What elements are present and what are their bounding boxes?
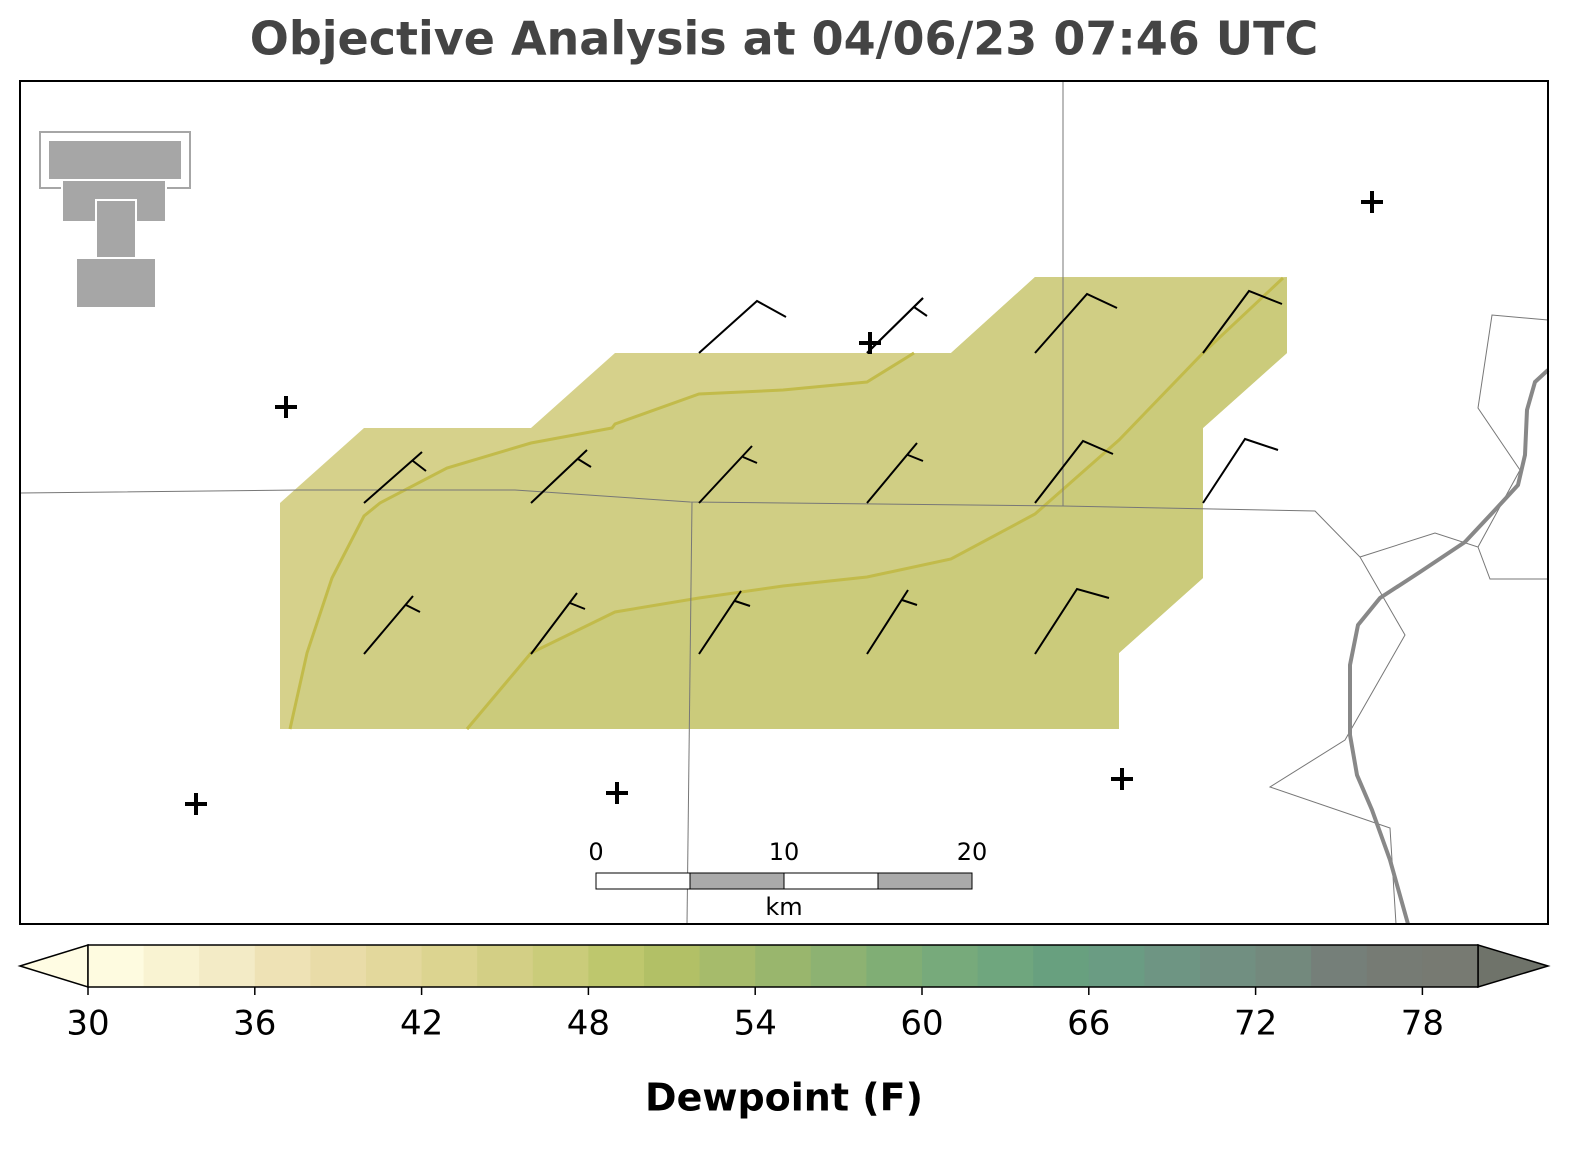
contour-line — [465, 276, 1285, 730]
colorbar-bin — [477, 945, 534, 987]
station — [606, 782, 628, 804]
logo-part — [47, 139, 183, 181]
scale-bar: 0 10 20 km — [588, 838, 987, 921]
colorbar-bin — [143, 945, 200, 987]
wind-barb — [363, 451, 427, 504]
scale-unit: km — [765, 893, 802, 921]
wind-barb — [1034, 587, 1110, 655]
colorbar-bin — [88, 945, 145, 987]
borders — [19, 81, 1549, 925]
station — [1111, 768, 1133, 790]
colorbar-bin — [1422, 945, 1479, 987]
colorbar-bin — [1144, 945, 1201, 987]
river — [1348, 368, 1550, 925]
colorbar-bin — [699, 945, 756, 987]
colorbar-bin — [421, 945, 478, 987]
wind-barb — [1202, 437, 1279, 504]
scale-tick-label: 20 — [957, 838, 988, 866]
wind-barb — [698, 445, 758, 504]
station — [1361, 191, 1383, 213]
wind-barb — [1202, 289, 1283, 354]
dewpoint-fill — [467, 277, 1287, 729]
border — [686, 501, 693, 925]
map-frame — [19, 80, 1549, 925]
colorbar: 30 36 42 48 54 60 66 72 78 — [17, 943, 1551, 1044]
station — [859, 332, 881, 354]
logo — [39, 131, 191, 309]
colorbar-bin — [1366, 945, 1423, 987]
stations — [185, 191, 1383, 815]
colorbar-extend-low — [17, 943, 89, 989]
colorbar-bin — [1311, 945, 1368, 987]
colorbar-tick-label: 36 — [233, 1004, 276, 1044]
station — [185, 793, 207, 815]
wind-barb — [698, 299, 787, 354]
colorbar-bin — [310, 945, 367, 987]
scale-segment — [877, 872, 973, 890]
wind-barb — [698, 590, 751, 655]
colorbar-frame — [87, 944, 1479, 988]
wind-barb — [1034, 292, 1118, 354]
wind-barb — [363, 595, 421, 655]
contours — [288, 276, 1285, 730]
scale-segment — [689, 872, 785, 890]
scale-segment — [783, 872, 879, 890]
contour-line — [288, 351, 915, 730]
colorbar-bin — [922, 945, 979, 987]
colorbar-bin — [866, 945, 923, 987]
colorbar-extend-high — [1477, 943, 1551, 989]
wind-barb — [530, 449, 592, 504]
wind-barb — [530, 592, 586, 655]
colorbar-bin — [1200, 945, 1257, 987]
colorbar-bin — [810, 945, 867, 987]
colorbar-tick-label: 66 — [1067, 1004, 1110, 1044]
logo-part — [75, 257, 157, 309]
wind-barb — [1034, 439, 1114, 504]
colorbar-tick-label: 72 — [1234, 1004, 1277, 1044]
scale-tick-label: 10 — [769, 838, 800, 866]
station — [275, 396, 297, 418]
colorbar-tick-label: 48 — [567, 1004, 610, 1044]
scale-tick-label: 0 — [588, 838, 603, 866]
colorbar-bin — [755, 945, 812, 987]
colorbar-bin — [1088, 945, 1145, 987]
colorbar-bin — [254, 945, 311, 987]
colorbar-tick-label: 54 — [734, 1004, 777, 1044]
colorbar-bin — [366, 945, 423, 987]
wind-barb — [866, 589, 918, 655]
colorbar-bin — [199, 945, 256, 987]
title: Objective Analysis at 04/06/23 07:46 UTC — [250, 12, 1319, 66]
colorbar-bin — [1255, 945, 1312, 987]
scale-segment — [595, 872, 691, 890]
colorbar-label: Dewpoint (F) — [645, 1076, 923, 1120]
colorbar-tick-label: 60 — [900, 1004, 943, 1044]
colorbar-bin — [977, 945, 1034, 987]
border — [19, 489, 1406, 925]
colorbar-tick-label: 30 — [66, 1004, 109, 1044]
colorbar-bin — [1033, 945, 1090, 987]
colorbar-bin — [588, 945, 645, 987]
colorbar-bin — [644, 945, 701, 987]
wind-barb — [866, 442, 924, 504]
wind-barbs — [363, 289, 1283, 655]
map: 0 10 20 km — [19, 80, 1550, 925]
colorbar-tick-label: 78 — [1401, 1004, 1444, 1044]
colorbar-tick-label: 42 — [400, 1004, 443, 1044]
colorbar-bin — [532, 945, 589, 987]
